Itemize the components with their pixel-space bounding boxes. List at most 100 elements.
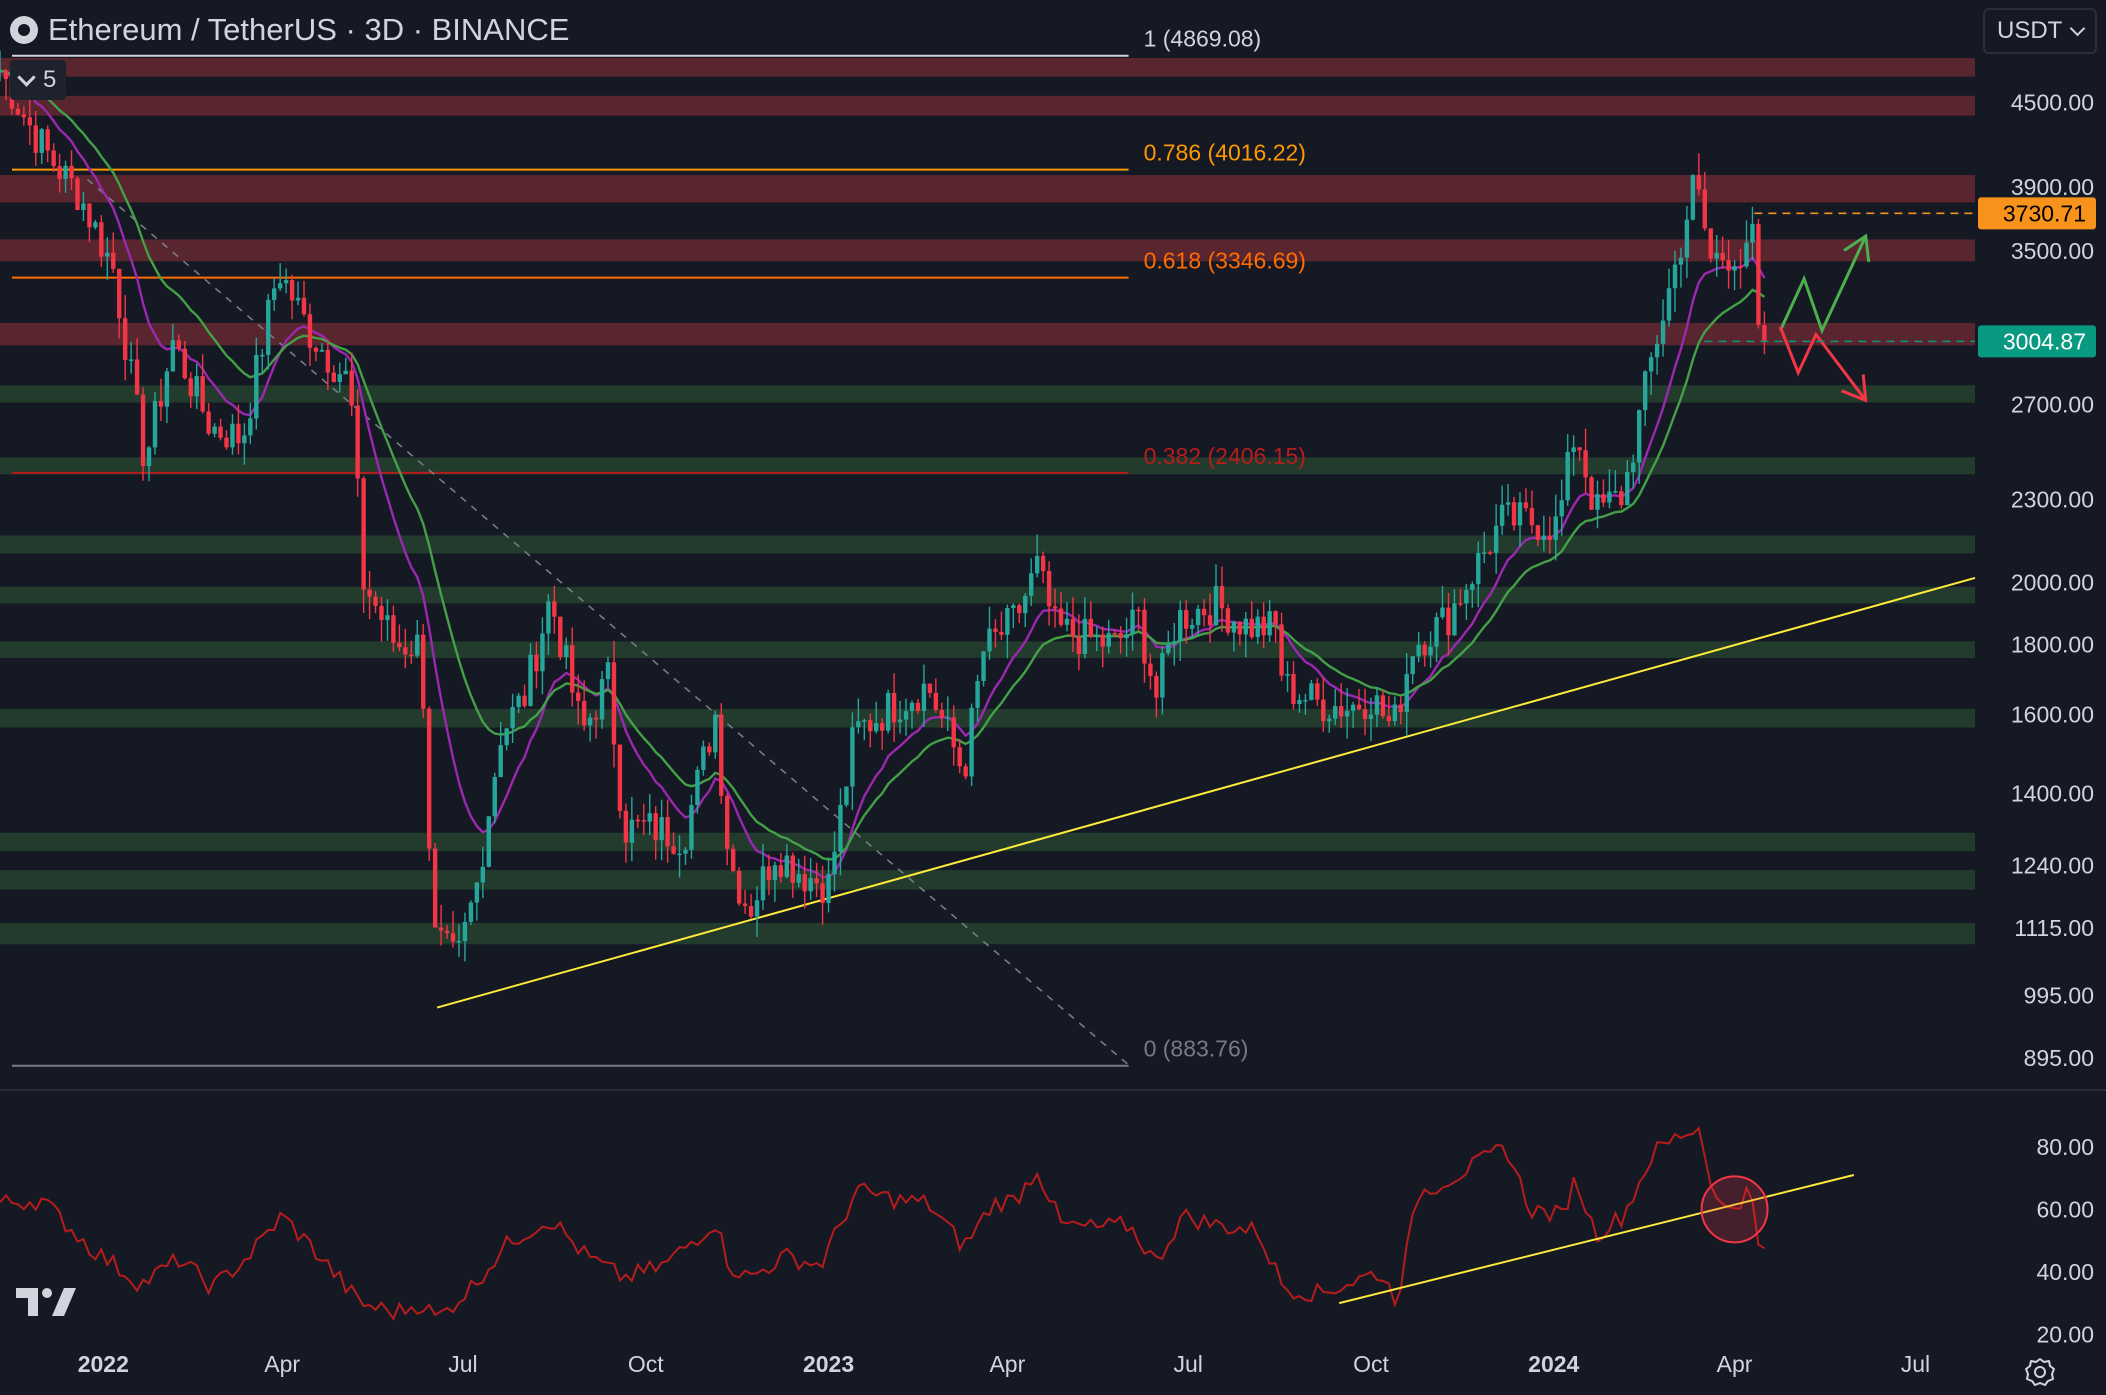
projection-arrows[interactable] — [1778, 233, 1871, 403]
candle-body — [1678, 257, 1684, 265]
candle-body — [1052, 606, 1058, 609]
price-label-box — [1978, 325, 2096, 358]
candle-body — [1189, 624, 1195, 629]
candle-body — [623, 810, 629, 843]
candle-body — [1309, 683, 1314, 700]
currency-selector[interactable]: USDT — [1983, 8, 2097, 54]
candle-body — [432, 848, 438, 928]
candle-body — [385, 615, 390, 620]
candle-body — [1374, 695, 1380, 715]
candle-body — [1023, 595, 1028, 614]
candle-body — [546, 601, 551, 634]
candle-body — [194, 376, 199, 397]
ema-overlays — [0, 69, 1766, 879]
candle-body — [742, 903, 748, 906]
candle-body — [57, 166, 62, 179]
candle-body — [862, 720, 867, 722]
projection-arrow-path[interactable] — [1778, 326, 1867, 402]
candle-body — [677, 853, 682, 856]
candle-body — [1082, 618, 1088, 655]
candle-body — [725, 795, 730, 849]
diagonal-dashed-trendline[interactable] — [86, 178, 1130, 1066]
candle-body — [558, 616, 563, 658]
candle-body — [140, 394, 146, 467]
candle-body — [93, 222, 98, 228]
candle-body — [957, 747, 962, 767]
candle-body — [1571, 447, 1576, 453]
candle-body — [15, 108, 21, 115]
candle-body — [158, 400, 164, 407]
candle-body — [617, 744, 623, 811]
candle-body — [1631, 462, 1636, 472]
candle-body — [701, 746, 706, 770]
rsi-breakdown-highlight[interactable] — [1700, 1175, 1769, 1244]
candle-body — [1237, 621, 1243, 635]
candle-body — [1178, 610, 1183, 642]
trendlines[interactable] — [86, 178, 1976, 1066]
candle-body — [283, 280, 289, 284]
candle-body — [1404, 674, 1409, 713]
candle-body — [421, 634, 426, 709]
candle-body — [391, 615, 396, 643]
chart-title: Ethereum / TetherUS · 3D · BINANCE — [48, 12, 570, 47]
candle-body — [128, 359, 134, 361]
support-trendline[interactable] — [436, 576, 1976, 1009]
candle-body — [784, 855, 790, 877]
time-tick-label: 2023 — [803, 1351, 854, 1377]
candle-body — [665, 817, 670, 847]
sr-zone — [0, 586, 1975, 604]
time-tick-label: Apr — [989, 1351, 1025, 1377]
candle-body — [188, 378, 193, 397]
time-tick-label: Oct — [628, 1351, 664, 1377]
candle-body — [486, 816, 491, 867]
candle-body — [450, 933, 456, 942]
tradingview-logo-icon[interactable] — [14, 1282, 78, 1322]
candle-body — [1279, 624, 1284, 676]
candle-body — [981, 651, 986, 682]
candle-body — [1625, 471, 1630, 506]
candle-body — [492, 776, 497, 817]
candle-body — [3, 70, 9, 80]
sr-zone — [0, 922, 1975, 945]
candle-body — [1154, 675, 1159, 698]
time-tick-label: Jul — [1173, 1351, 1202, 1377]
candle-body — [1523, 502, 1529, 509]
candle-body — [1201, 608, 1207, 616]
rsi-trendline[interactable] — [1338, 1174, 1855, 1305]
rsi-pane[interactable]: 80.00 60.00 40.00 20.00 — [0, 1089, 2106, 1347]
candle-body — [1219, 586, 1225, 609]
candle-body — [1356, 704, 1362, 710]
sr-zone — [0, 239, 1975, 262]
candle-body — [671, 846, 676, 854]
candle-body — [969, 707, 974, 777]
candle-body — [1005, 607, 1010, 635]
time-axis[interactable]: 2022 Apr Jul Oct 2023 Apr Jul Oct 2024 Apr Jul — [78, 1351, 1930, 1377]
candle-body — [730, 848, 736, 871]
rsi-tick-label: 40.00 — [2036, 1259, 2094, 1285]
candle-body — [1535, 525, 1541, 540]
candle-body — [1565, 452, 1570, 501]
gear-icon[interactable] — [2025, 1357, 2055, 1387]
chevron-down-icon — [2069, 20, 2086, 36]
candle-body — [1559, 500, 1564, 517]
candle-body — [1136, 609, 1141, 612]
candle-body — [1118, 633, 1123, 639]
candle-body — [1696, 175, 1702, 190]
candle-body — [289, 280, 295, 301]
candle-body — [266, 299, 271, 355]
candle-body — [1160, 653, 1165, 698]
candle-body — [1344, 710, 1350, 717]
candle-body — [945, 717, 950, 719]
candle-body — [1702, 189, 1707, 229]
candle-body — [337, 374, 342, 382]
candle-body — [0, 70, 3, 73]
candle-body — [1541, 535, 1547, 540]
price-axis[interactable]: 4500.00 3900.00 3500.00 2700.00 2300.00 2000.… — [2011, 89, 2094, 1071]
candle-body — [1464, 589, 1469, 604]
candle-body — [462, 921, 468, 942]
indicators-toggle-button[interactable]: 5 — [10, 60, 67, 100]
projection-arrow-path[interactable] — [1778, 235, 1868, 335]
candle-body — [1499, 504, 1505, 526]
fibonacci-retracement[interactable]: 1 (4869.08) 0.786 (4016.22) 0.618 (3346.69… — [12, 26, 1306, 1067]
